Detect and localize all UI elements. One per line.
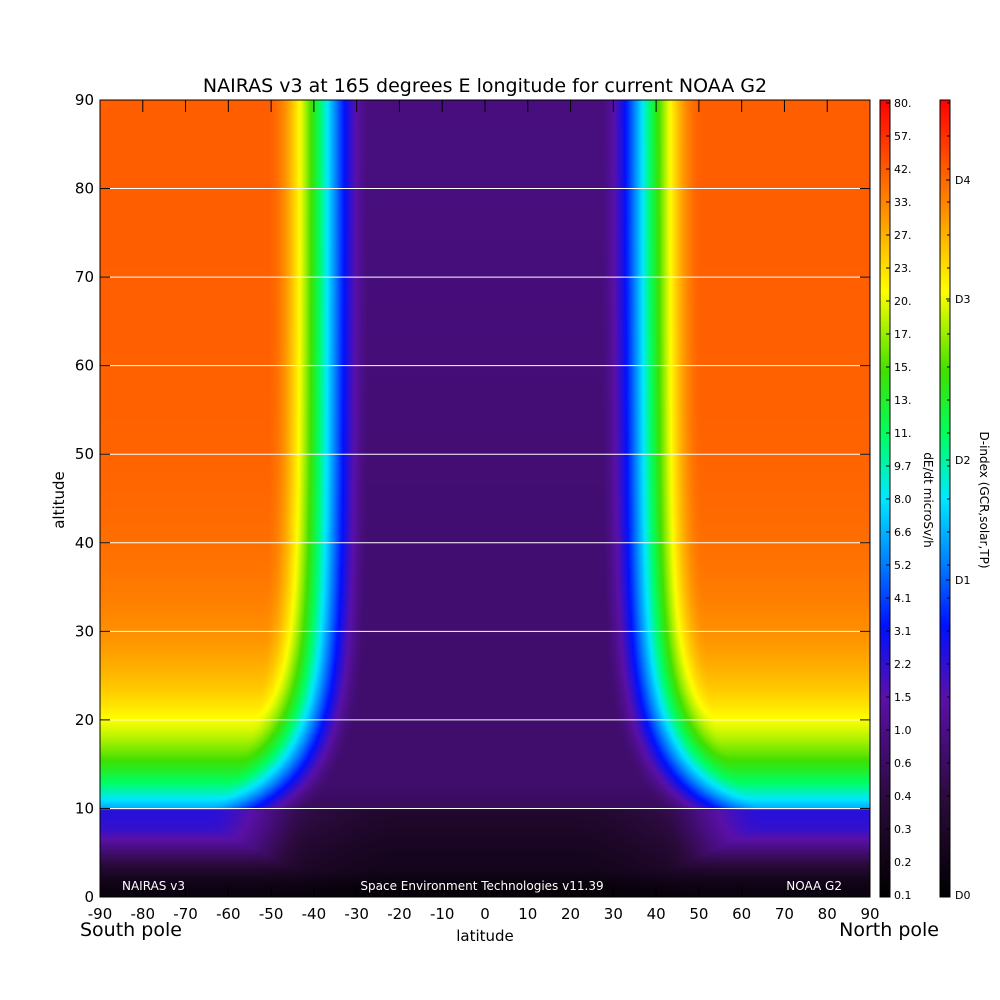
y-tick-label: 30 bbox=[75, 622, 94, 640]
x-tick-label: -20 bbox=[387, 905, 412, 923]
dose-colorbar-ticks: 80. 57. 42. 33. 27. 23. 20. 17. 15. 13. 11. 9.7 8.0 6… bbox=[886, 97, 912, 902]
footer-center: Space Environment Technologies v11.39 bbox=[360, 879, 603, 893]
dindex-tick-label: D4 bbox=[955, 174, 970, 187]
y-tick-label: 20 bbox=[75, 711, 94, 729]
dose-tick-label: 5.2 bbox=[894, 559, 912, 572]
dose-tick-label: 33. bbox=[894, 196, 912, 209]
x-tick-label: 70 bbox=[775, 905, 794, 923]
dose-tick-label: 0.6 bbox=[894, 757, 912, 770]
dindex-colorbar-label: D-index (GCR,solar,TP) bbox=[977, 431, 991, 568]
dose-tick-label: 0.4 bbox=[894, 790, 912, 803]
dose-heatmap bbox=[100, 100, 870, 897]
x-tick-label: -10 bbox=[430, 905, 455, 923]
x-tick-label: -90 bbox=[88, 905, 113, 923]
y-tick-label: 40 bbox=[75, 534, 94, 552]
dose-tick-label: 27. bbox=[894, 229, 912, 242]
dose-tick-label: 23. bbox=[894, 262, 912, 275]
dose-tick-label: 2.2 bbox=[894, 658, 912, 671]
dindex-colorbar-ticks: D4 D3 D2 D1 D0 bbox=[946, 102, 970, 902]
dose-tick-label: 3.1 bbox=[894, 625, 912, 638]
y-axis-label: altitude bbox=[50, 471, 68, 529]
dose-tick-label: 57. bbox=[894, 130, 912, 143]
y-tick-label: 70 bbox=[75, 268, 94, 286]
x-tick-label: -80 bbox=[131, 905, 156, 923]
dose-tick-label: 15. bbox=[894, 361, 912, 374]
y-tick-label: 80 bbox=[75, 180, 94, 198]
x-tick-label: 10 bbox=[518, 905, 537, 923]
x-tick-label: -30 bbox=[344, 905, 369, 923]
x-tick-label: 0 bbox=[480, 905, 490, 923]
dose-tick-label: 17. bbox=[894, 328, 912, 341]
dose-tick-label: 42. bbox=[894, 163, 912, 176]
dose-tick-label: 1.5 bbox=[894, 691, 912, 704]
x-tick-label: 80 bbox=[818, 905, 837, 923]
x-tick-label: -70 bbox=[173, 905, 198, 923]
y-tick-label: 10 bbox=[75, 799, 94, 817]
x-axis-ticks: -90 -80 -70 -60 -50 -40 -30 -20 -10 0 10 20 30 40 50 60… bbox=[88, 100, 880, 923]
dose-tick-label: 80. bbox=[894, 97, 912, 110]
dindex-tick-label: D3 bbox=[955, 293, 970, 306]
x-tick-label: 90 bbox=[860, 905, 879, 923]
x-tick-label: 50 bbox=[689, 905, 708, 923]
y-tick-label: 60 bbox=[75, 357, 94, 375]
south-pole-label: South pole bbox=[80, 919, 182, 941]
x-tick-label: 40 bbox=[647, 905, 666, 923]
grid-lines bbox=[100, 188, 870, 809]
y-tick-label: 50 bbox=[75, 445, 94, 463]
dindex-tick-label: D1 bbox=[955, 574, 970, 587]
y-tick-label: 0 bbox=[84, 888, 94, 906]
dose-tick-label: 20. bbox=[894, 295, 912, 308]
dose-tick-label: 0.3 bbox=[894, 823, 912, 836]
x-tick-label: -50 bbox=[259, 905, 284, 923]
chart-title: NAIRAS v3 at 165 degrees E longitude for… bbox=[203, 75, 767, 97]
dose-tick-label: 11. bbox=[894, 427, 912, 440]
x-tick-label: 30 bbox=[604, 905, 623, 923]
y-tick-label: 90 bbox=[75, 91, 94, 109]
dose-colorbar-label: dE/dt microSv/h bbox=[921, 452, 935, 547]
dose-tick-label: 0.1 bbox=[894, 889, 912, 902]
x-tick-label: 20 bbox=[561, 905, 580, 923]
dose-tick-label: 4.1 bbox=[894, 592, 912, 605]
dose-tick-label: 0.2 bbox=[894, 856, 912, 869]
x-tick-label: -40 bbox=[302, 905, 327, 923]
dindex-tick-label: D2 bbox=[955, 454, 970, 467]
north-pole-label: North pole bbox=[839, 919, 939, 941]
dindex-tick-label: D0 bbox=[955, 889, 970, 902]
x-axis-label: latitude bbox=[456, 927, 514, 945]
dose-tick-label: 8.0 bbox=[894, 493, 912, 506]
dose-tick-label: 1.0 bbox=[894, 724, 912, 737]
footer-left: NAIRAS v3 bbox=[122, 879, 185, 893]
dose-tick-label: 9.7 bbox=[894, 460, 912, 473]
x-tick-label: 60 bbox=[732, 905, 751, 923]
x-tick-label: -60 bbox=[216, 905, 241, 923]
dose-tick-label: 6.6 bbox=[894, 526, 912, 539]
footer-right: NOAA G2 bbox=[786, 879, 842, 893]
dose-tick-label: 13. bbox=[894, 394, 912, 407]
y-axis-ticks: 0 10 20 30 40 50 60 70 80 90 bbox=[75, 91, 870, 906]
